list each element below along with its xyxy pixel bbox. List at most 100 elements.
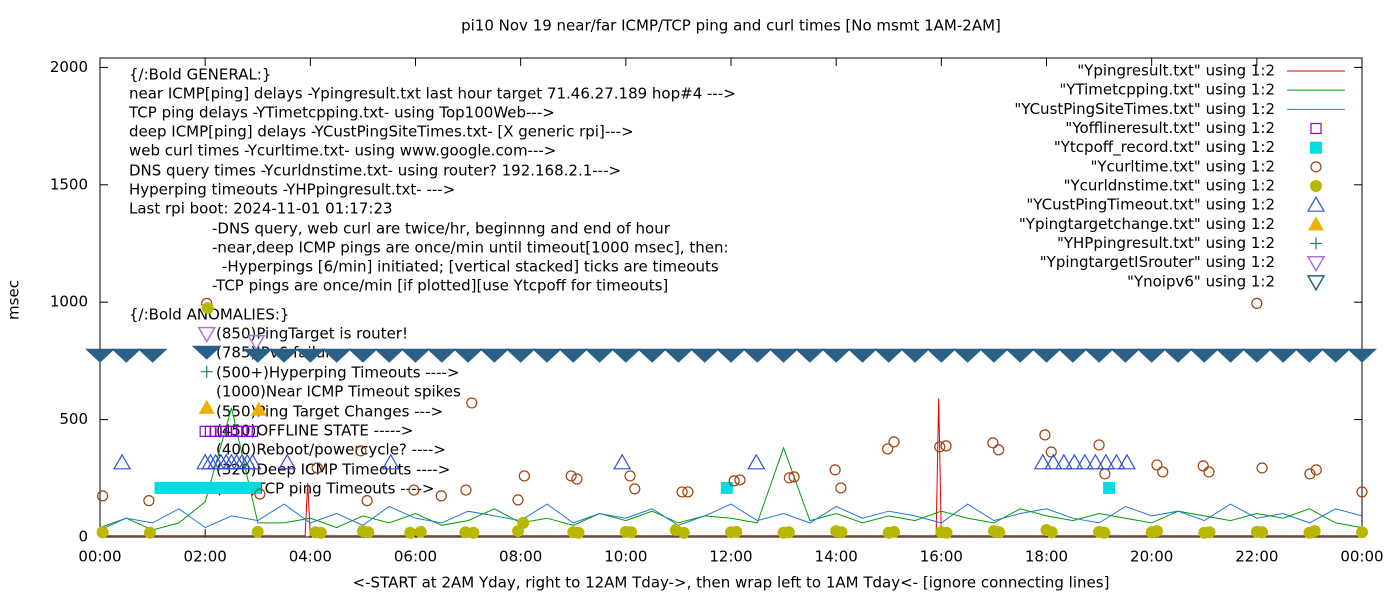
marker — [1075, 453, 1094, 470]
marker — [934, 441, 946, 453]
marker — [782, 526, 795, 539]
legend-swatch — [1310, 237, 1322, 250]
annotation: {/:Bold ANOMALIES:} — [129, 306, 289, 324]
marker — [882, 443, 894, 455]
legend-entry: "Ypingresult.txt" using 1:2 — [1077, 62, 1275, 80]
marker — [314, 526, 327, 539]
marker — [96, 526, 109, 539]
marker — [1356, 526, 1368, 539]
marker — [888, 436, 900, 448]
legend-swatch — [1310, 122, 1322, 135]
legend-entry: "YTimetcpping.txt" using 1:2 — [1059, 81, 1275, 99]
x-tick-label: 18:00 — [1025, 548, 1068, 566]
marker — [821, 348, 852, 363]
marker — [993, 526, 1006, 539]
annotation: (850)PingTarget is router! — [216, 325, 408, 343]
marker — [1347, 348, 1377, 363]
marker — [1162, 348, 1193, 363]
x-tick-label: 16:00 — [920, 548, 963, 566]
marker — [278, 453, 297, 470]
marker — [624, 470, 636, 482]
legend-entry: "Yofflineresult.txt" using 1:2 — [1065, 119, 1275, 137]
marker — [952, 348, 983, 363]
legend-entry: "Ycurldnstime.txt" using 1:2 — [1064, 177, 1275, 195]
marker — [1096, 453, 1115, 470]
marker — [716, 348, 746, 363]
annotation: -near,deep ICMP pings are once/min until… — [212, 239, 729, 257]
annotation: Last rpi boot: 2024-11-01 01:17:23 — [129, 200, 393, 218]
marker — [629, 483, 641, 495]
marker — [835, 482, 847, 494]
marker — [250, 401, 267, 416]
marker — [111, 348, 142, 363]
annotation: -DNS query, web curl are twice/hr, begin… — [212, 220, 671, 238]
marker — [414, 525, 427, 538]
x-tick-label: 06:00 — [394, 548, 437, 566]
annotation: (400)Reboot/powercycle? ----> — [216, 441, 446, 459]
x-tick-label: 04:00 — [289, 548, 332, 566]
marker — [517, 516, 530, 529]
marker — [374, 348, 405, 363]
marker — [689, 348, 720, 363]
marker — [1304, 468, 1316, 480]
annotation: near ICMP[ping] delays -Ypingresult.txt … — [129, 85, 736, 103]
marker — [1356, 486, 1368, 498]
marker — [1308, 525, 1321, 538]
marker — [1241, 348, 1272, 363]
y-tick-label: 500 — [59, 410, 88, 428]
marker — [788, 471, 800, 483]
marker — [1215, 348, 1246, 363]
marker — [1086, 453, 1105, 470]
marker — [113, 453, 132, 470]
legend-swatch — [1306, 275, 1326, 292]
annotation: (550)Ping Target Changes ---> — [216, 403, 443, 421]
marker — [295, 348, 326, 363]
marker — [347, 348, 378, 363]
marker — [246, 425, 259, 437]
marker — [246, 334, 266, 352]
marker — [978, 348, 1009, 363]
x-tick-label: 02:00 — [184, 548, 227, 566]
marker — [720, 481, 733, 494]
annotation: -TCP pings are once/min [if plotted][use… — [212, 277, 668, 295]
legend-entry: "YCustPingTimeout.txt" using 1:2 — [1026, 196, 1275, 214]
marker — [512, 494, 524, 506]
marker — [1054, 453, 1073, 470]
marker — [1197, 460, 1209, 472]
marker — [940, 440, 952, 452]
marker — [97, 490, 109, 502]
marker — [518, 470, 530, 482]
marker — [137, 348, 168, 363]
marker — [254, 488, 266, 500]
marker — [1005, 348, 1036, 363]
marker — [558, 348, 589, 363]
marker — [610, 348, 641, 363]
annotation: web curl times -Ycurltime.txt- using www… — [129, 142, 556, 160]
marker — [362, 526, 375, 539]
marker — [531, 348, 562, 363]
marker — [85, 348, 115, 363]
marker — [682, 486, 694, 498]
marker — [571, 473, 583, 485]
marker — [742, 348, 773, 363]
legend-entry: "YpingtargetISrouter" using 1:2 — [1040, 253, 1275, 271]
marker — [251, 525, 264, 538]
marker — [1203, 466, 1215, 478]
marker — [426, 348, 457, 363]
legend-swatch — [1310, 180, 1322, 193]
marker — [361, 495, 373, 507]
marker — [249, 481, 262, 494]
x-tick-label: 22:00 — [1235, 548, 1278, 566]
marker — [1294, 348, 1325, 363]
marker — [663, 348, 694, 363]
marker — [1151, 459, 1163, 471]
y-tick-label: 2000 — [50, 58, 88, 76]
annotation: (200)TCP ping Timeouts ----> — [216, 480, 434, 498]
annotation: (450)OFFLINE STATE -----> — [216, 422, 413, 440]
marker — [200, 365, 213, 378]
legend-swatch — [1306, 195, 1326, 212]
marker — [404, 526, 417, 539]
y-tick-label: 1000 — [50, 293, 88, 311]
marker — [467, 526, 480, 539]
